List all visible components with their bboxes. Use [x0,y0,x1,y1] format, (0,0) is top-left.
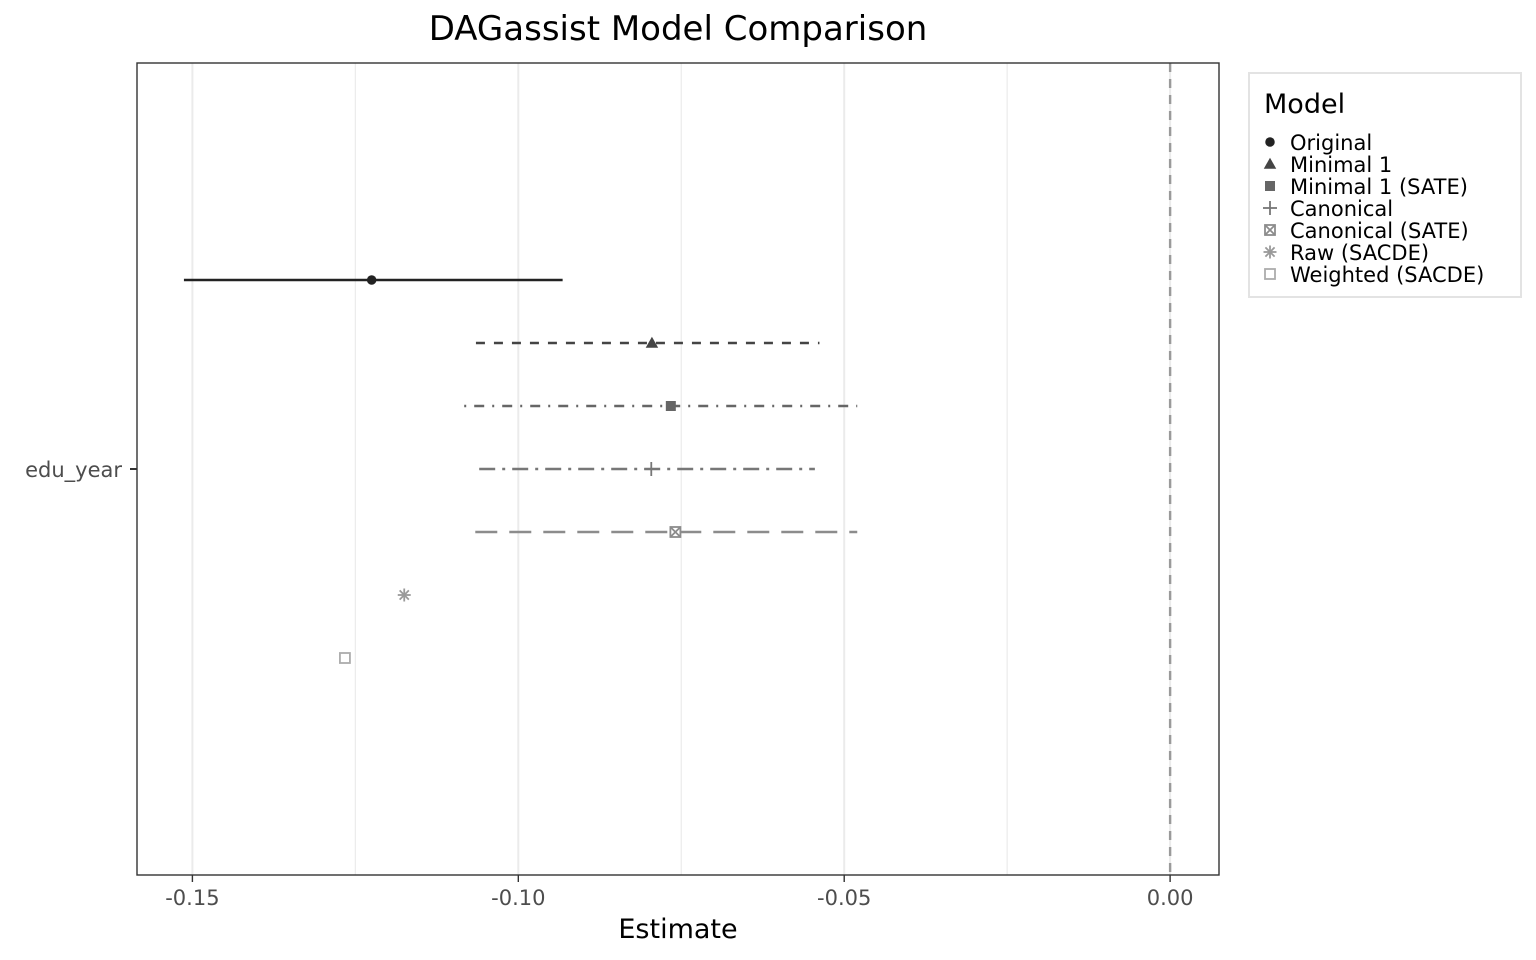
point-estimate [644,462,659,476]
series-raw-sacde [397,588,411,602]
plot-marks [183,275,858,664]
marker-circle [1265,137,1275,147]
y-tick-label: edu_year [25,458,122,483]
marker-cross-b [669,526,682,538]
marker-asterisk-ray [399,589,410,601]
series-canonical-sate [475,526,858,538]
series-canonical [479,462,815,476]
marker-square-open [1264,268,1276,280]
point-estimate [665,401,676,411]
marker-circle [366,275,377,285]
x-axis: -0.15 -0.10 -0.05 0.00 [165,875,1193,910]
marker-square [665,401,676,411]
legend-item: Original [1265,131,1372,155]
legend-label: Minimal 1 [1290,153,1392,177]
marker-triangle [645,336,659,348]
marker-square-open [339,652,351,664]
marker-triangle [1263,157,1277,169]
legend-item: Canonical [1263,197,1393,221]
chart-title: DAGassist Model Comparison [429,9,928,49]
marker-asterisk-ray [1264,246,1276,258]
point-estimate [669,526,682,538]
series-minimal-1-sate [464,401,858,411]
legend-label: Raw (SACDE) [1290,241,1429,265]
x-axis-label: Estimate [618,914,737,945]
marker-square [1265,181,1275,191]
point-estimate [397,588,411,602]
legend-key [1263,245,1277,259]
point-estimate [366,275,377,285]
legend-title: Model [1264,89,1345,120]
legend-item: Minimal 1 (SATE) [1265,175,1468,199]
series-original [183,275,563,285]
legend-label: Minimal 1 (SATE) [1290,175,1468,199]
legend-key [1265,181,1275,191]
series-weighted-sacde [339,652,351,664]
legend-key [1263,201,1277,215]
point-estimate [645,336,659,348]
series-minimal-1 [475,336,820,348]
x-tick-label: 0.00 [1147,886,1194,910]
x-tick-label: -0.10 [491,886,545,910]
legend-key [1263,157,1277,169]
legend-key [1264,268,1276,280]
x-tick-label: -0.15 [165,886,219,910]
legend-item: Canonical (SATE) [1264,219,1469,243]
legend-label: Canonical (SATE) [1290,219,1469,243]
legend-label: Weighted (SACDE) [1290,263,1484,287]
legend-key [1264,224,1276,236]
legend-key [1265,137,1275,147]
legend-item: Raw (SACDE) [1263,241,1429,265]
x-tick-label: -0.05 [817,886,871,910]
legend-label: Original [1290,131,1372,155]
legend-item: Weighted (SACDE) [1264,263,1484,287]
point-estimate [339,652,351,664]
legend-label: Canonical [1290,197,1393,221]
y-axis: edu_year [25,458,137,483]
legend-box [1248,72,1522,298]
marker-cross-b [1264,224,1276,236]
legend-item: Minimal 1 [1263,153,1392,177]
